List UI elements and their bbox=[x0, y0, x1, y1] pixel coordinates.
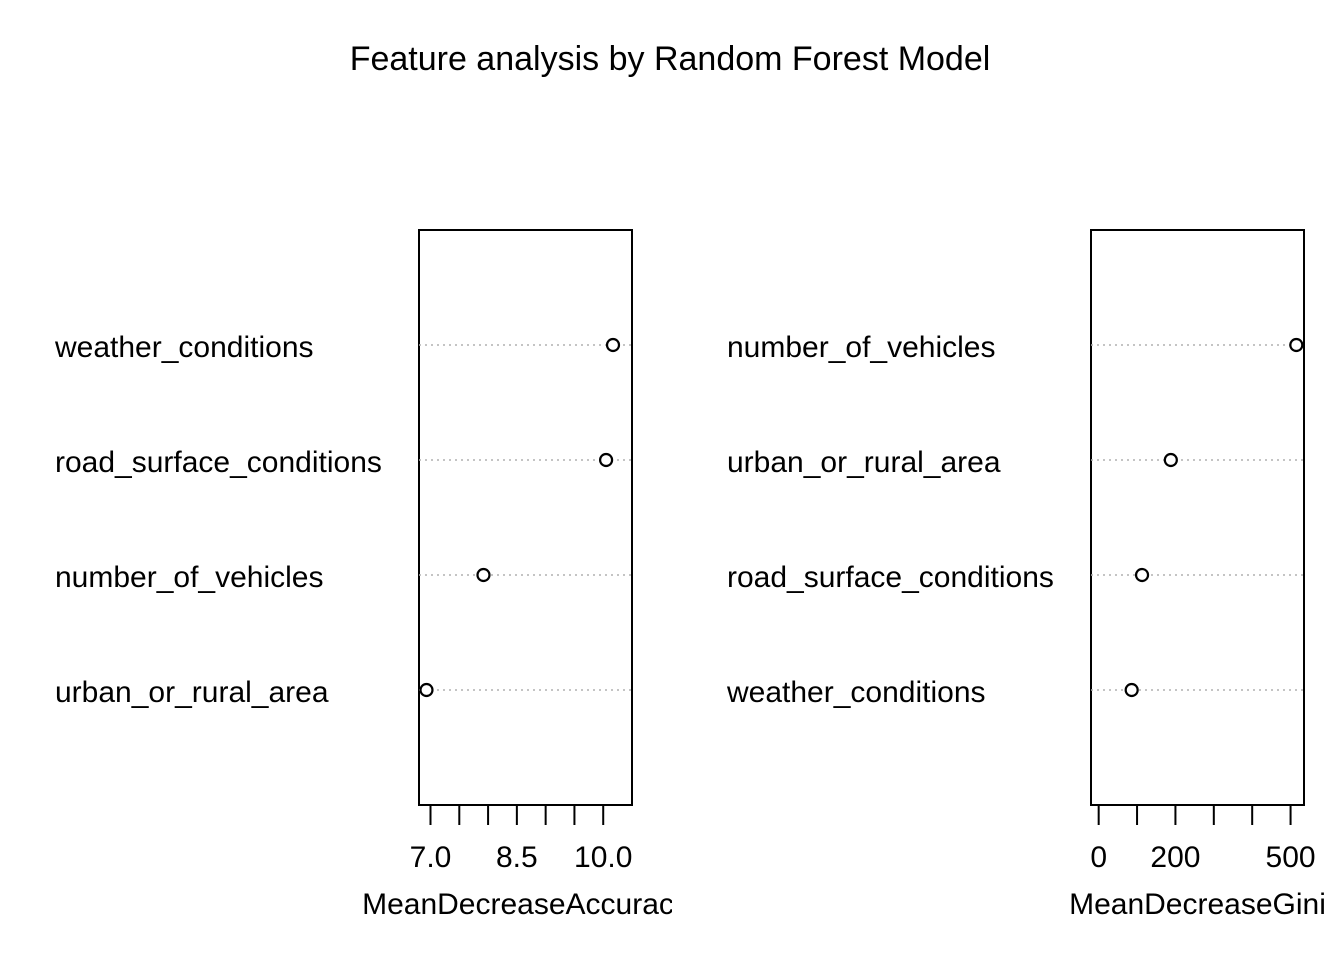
category-label: urban_or_rural_area bbox=[55, 676, 329, 709]
panel-1: weather_conditions road_surface_condition… bbox=[54, 229, 689, 921]
data-point bbox=[476, 567, 491, 583]
x-tick-label: 10.0 bbox=[574, 841, 632, 874]
x-tick-label: 8.5 bbox=[496, 841, 538, 874]
panels: weather_conditions road_surface_condition… bbox=[54, 229, 1326, 921]
category-label: number_of_vehicles bbox=[55, 561, 324, 594]
data-point bbox=[419, 682, 434, 698]
category-label: road_surface_conditions bbox=[55, 446, 382, 479]
category-label: weather_conditions bbox=[726, 676, 986, 709]
x-tick-label: 0 bbox=[1090, 841, 1107, 874]
data-point bbox=[598, 452, 614, 468]
plot-frame bbox=[418, 229, 633, 806]
x-tick-label: 500 bbox=[1266, 841, 1316, 874]
x-axis-title: MeanDecreaseAccuracy bbox=[362, 888, 689, 921]
plot-frame bbox=[1090, 229, 1305, 806]
x-axis-title: MeanDecreaseGini bbox=[1069, 888, 1326, 921]
data-point bbox=[1289, 337, 1304, 353]
data-point bbox=[1124, 682, 1139, 698]
chart-title: Feature analysis by Random Forest Model bbox=[350, 40, 991, 78]
x-tick-label: 200 bbox=[1150, 841, 1200, 874]
category-label: weather_conditions bbox=[54, 331, 314, 364]
category-label: road_surface_conditions bbox=[727, 561, 1054, 594]
category-label: number_of_vehicles bbox=[727, 331, 996, 364]
data-point bbox=[1163, 452, 1178, 468]
data-point bbox=[605, 337, 621, 353]
category-label: urban_or_rural_area bbox=[727, 446, 1001, 479]
x-tick-label: 7.0 bbox=[410, 841, 452, 874]
panel-2: number_of_vehicles urban_or_rural_arearoa… bbox=[726, 229, 1326, 921]
data-point bbox=[1134, 567, 1150, 583]
